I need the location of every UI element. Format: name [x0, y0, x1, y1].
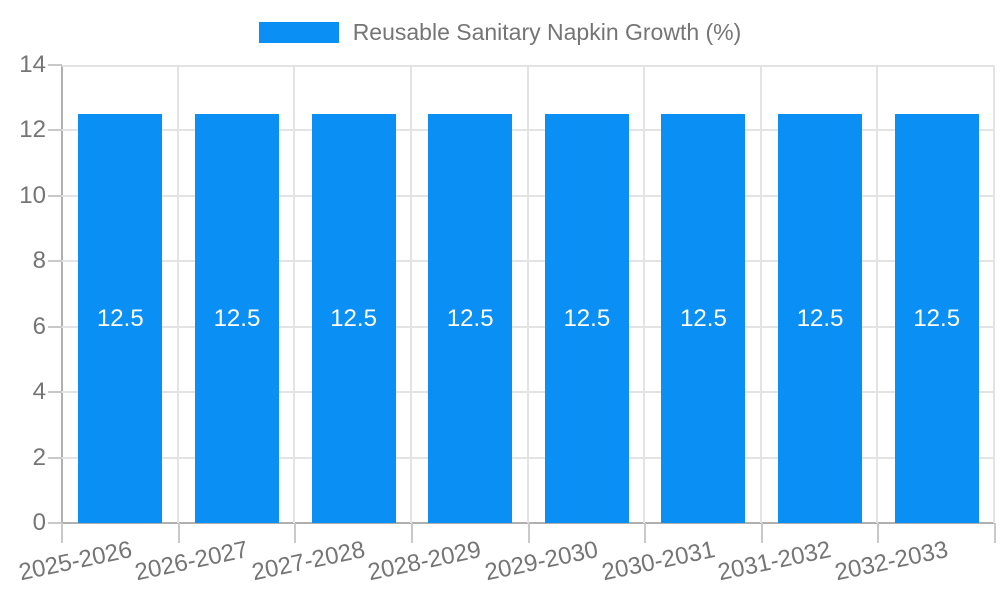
bar-value-label: 12.5 [213, 304, 261, 332]
x-axis-label: 2026-2027 [132, 536, 251, 587]
y-tick-label: 10 [19, 181, 46, 209]
y-tick-label: 12 [19, 116, 46, 144]
v-gridline [176, 65, 179, 523]
bar-value-label: 12.5 [446, 304, 494, 332]
bar[interactable]: 12.5 [194, 114, 279, 523]
v-gridline [643, 65, 646, 523]
legend[interactable]: Reusable Sanitary Napkin Growth (%) [0, 19, 1000, 46]
x-tick-mark [410, 523, 413, 543]
h-gridline [62, 456, 995, 459]
x-tick-mark [527, 523, 530, 543]
y-tick-mark [48, 64, 62, 66]
bar[interactable]: 12.5 [311, 114, 396, 523]
bar-value-label: 12.5 [680, 304, 727, 332]
x-axis-line [48, 522, 995, 524]
y-tick-label: 4 [32, 378, 46, 406]
bar[interactable]: 12.5 [428, 114, 513, 523]
bar[interactable]: 12.5 [544, 114, 629, 523]
legend-swatch [258, 22, 339, 43]
y-tick-label: 6 [32, 312, 46, 340]
x-axis-label: 2030-2031 [599, 536, 718, 587]
y-tick-mark [48, 456, 62, 459]
h-gridline [62, 391, 995, 394]
v-gridline [409, 65, 412, 523]
bar[interactable]: 12.5 [778, 114, 863, 523]
bar-value-label: 12.5 [796, 304, 844, 332]
bar-value-label: 12.5 [330, 304, 377, 332]
y-tick-label: 14 [19, 51, 46, 78]
bar[interactable]: 12.5 [661, 114, 746, 523]
y-tick-label: 8 [32, 247, 46, 275]
y-tick-mark [48, 522, 62, 524]
y-tick-mark [48, 325, 62, 328]
x-axis-label: 2029-2030 [482, 536, 601, 587]
h-gridline [62, 129, 995, 132]
y-axis-line [61, 65, 63, 543]
v-gridline [526, 65, 529, 523]
bar-value-label: 12.5 [563, 304, 611, 332]
y-tick-label: 0 [32, 509, 46, 536]
x-axis-label: 2027-2028 [249, 536, 368, 587]
plot-area: 12.5 12.5 12.5 12.5 12.5 12.5 12.5 12.5 [62, 65, 995, 523]
x-tick-mark [877, 523, 880, 543]
x-axis-label: 2028-2029 [365, 536, 484, 587]
v-gridline [293, 65, 296, 523]
y-tick-mark [48, 129, 62, 132]
x-tick-mark [994, 523, 996, 543]
h-gridline [62, 260, 995, 263]
y-tick-mark [48, 391, 62, 394]
h-gridline [62, 194, 995, 197]
bar[interactable]: 12.5 [894, 114, 979, 523]
bar[interactable]: 12.5 [78, 114, 163, 523]
v-gridline [759, 65, 762, 523]
y-tick-mark [48, 194, 62, 197]
v-gridline [993, 65, 995, 523]
y-tick-label: 2 [32, 443, 46, 471]
x-axis-label: 2031-2032 [715, 536, 834, 587]
v-gridline [876, 65, 879, 523]
legend-label: Reusable Sanitary Napkin Growth (%) [352, 19, 742, 45]
x-tick-mark [294, 523, 297, 543]
bar-value-label: 12.5 [913, 304, 961, 332]
y-tick-mark [48, 260, 62, 263]
bar-value-label: 12.5 [96, 304, 144, 332]
x-axis-label: 2025-2026 [16, 536, 134, 587]
x-tick-mark [760, 523, 763, 543]
x-tick-mark [177, 523, 180, 543]
x-tick-mark [644, 523, 647, 543]
h-gridline [62, 325, 995, 328]
h-gridline [62, 65, 995, 67]
x-tick-mark [61, 523, 63, 543]
x-axis-label: 2032-2033 [832, 536, 951, 587]
